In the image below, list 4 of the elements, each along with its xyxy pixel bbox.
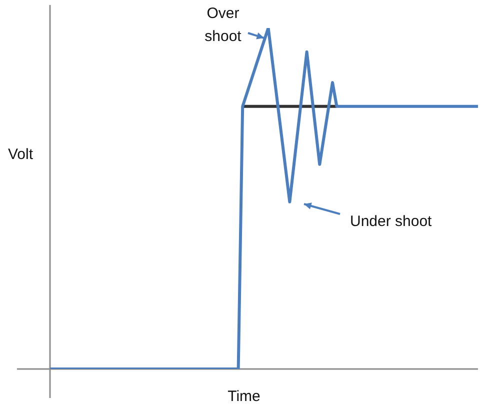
annotation: Under shoot bbox=[350, 213, 433, 230]
x-axis-title: Time bbox=[228, 388, 260, 406]
annotation: Over shoot bbox=[204, 5, 242, 46]
y-axis-title: Volt bbox=[8, 146, 34, 164]
